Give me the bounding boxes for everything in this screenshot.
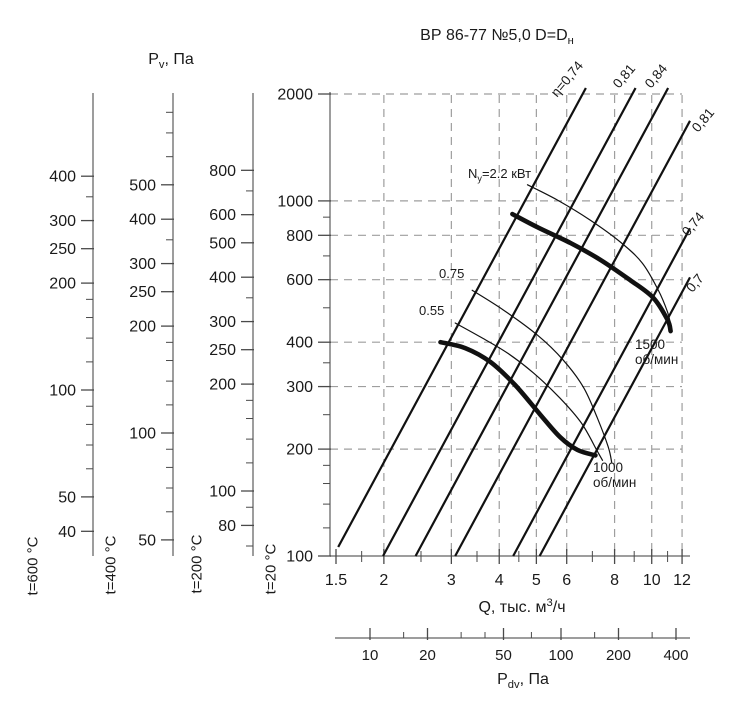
svg-text:600: 600	[286, 272, 313, 289]
svg-text:400: 400	[49, 169, 76, 186]
svg-text:300: 300	[49, 213, 76, 230]
power-label-2-2kw: Nу=2.2 кВт	[468, 166, 532, 184]
svg-text:600: 600	[209, 207, 236, 224]
svg-text:800: 800	[209, 163, 236, 180]
svg-text:300: 300	[209, 314, 236, 331]
svg-text:200: 200	[606, 647, 631, 664]
svg-text:8: 8	[610, 572, 619, 589]
svg-text:100: 100	[49, 383, 76, 400]
svg-text:200: 200	[49, 276, 76, 293]
svg-text:12: 12	[673, 572, 691, 589]
svg-text:3: 3	[447, 572, 456, 589]
svg-text:10: 10	[362, 647, 379, 664]
svg-text:400: 400	[129, 212, 156, 229]
svg-text:100: 100	[209, 484, 236, 501]
svg-text:50: 50	[138, 532, 156, 549]
svg-text:10: 10	[643, 572, 661, 589]
temp-label-600: t=600 °C	[24, 536, 42, 596]
svg-text:400: 400	[209, 270, 236, 287]
svg-text:5: 5	[532, 572, 541, 589]
svg-text:6: 6	[562, 572, 571, 589]
svg-text:500: 500	[129, 177, 156, 194]
svg-text:200: 200	[209, 377, 236, 394]
svg-text:80: 80	[218, 518, 236, 535]
pv-axis-title: Pv, Па	[148, 50, 194, 72]
svg-text:2000: 2000	[277, 87, 313, 104]
svg-text:40: 40	[58, 524, 76, 541]
svg-text:2: 2	[379, 572, 388, 589]
svg-text:4: 4	[495, 572, 504, 589]
svg-text:250: 250	[49, 241, 76, 258]
rpm-label-1000: 1000 об/мин	[593, 460, 637, 490]
svg-text:20: 20	[419, 647, 436, 664]
power-label-055: 0.55	[419, 303, 445, 318]
pdv-axis-title: Pdv, Па	[497, 670, 549, 692]
svg-text:300: 300	[129, 256, 156, 273]
svg-text:200: 200	[129, 319, 156, 336]
q-axis-title: Q, тыс. м3/ч	[478, 596, 566, 617]
svg-text:800: 800	[286, 228, 313, 245]
svg-text:300: 300	[286, 379, 313, 396]
svg-text:400: 400	[663, 647, 688, 664]
svg-text:500: 500	[209, 235, 236, 252]
svg-text:250: 250	[129, 284, 156, 301]
svg-text:1000: 1000	[277, 193, 313, 210]
svg-text:50: 50	[58, 489, 76, 506]
rpm-label-1500: 1500 об/мин	[635, 337, 679, 367]
svg-text:1.5: 1.5	[325, 572, 347, 589]
page-title: ВР 86-77 №5,0 D=Dн	[420, 26, 574, 48]
temp-label-200: t=200 °C	[188, 534, 206, 594]
temp-label-400: t=400 °C	[102, 535, 120, 595]
svg-text:100: 100	[548, 647, 573, 664]
svg-text:100: 100	[286, 549, 313, 566]
temp-label-20: t=20 °C	[262, 543, 280, 595]
svg-text:100: 100	[129, 426, 156, 443]
power-label-075: 0.75	[439, 266, 465, 281]
svg-text:250: 250	[209, 342, 236, 359]
svg-text:200: 200	[286, 442, 313, 459]
svg-text:400: 400	[286, 335, 313, 352]
svg-text:50: 50	[495, 647, 512, 664]
